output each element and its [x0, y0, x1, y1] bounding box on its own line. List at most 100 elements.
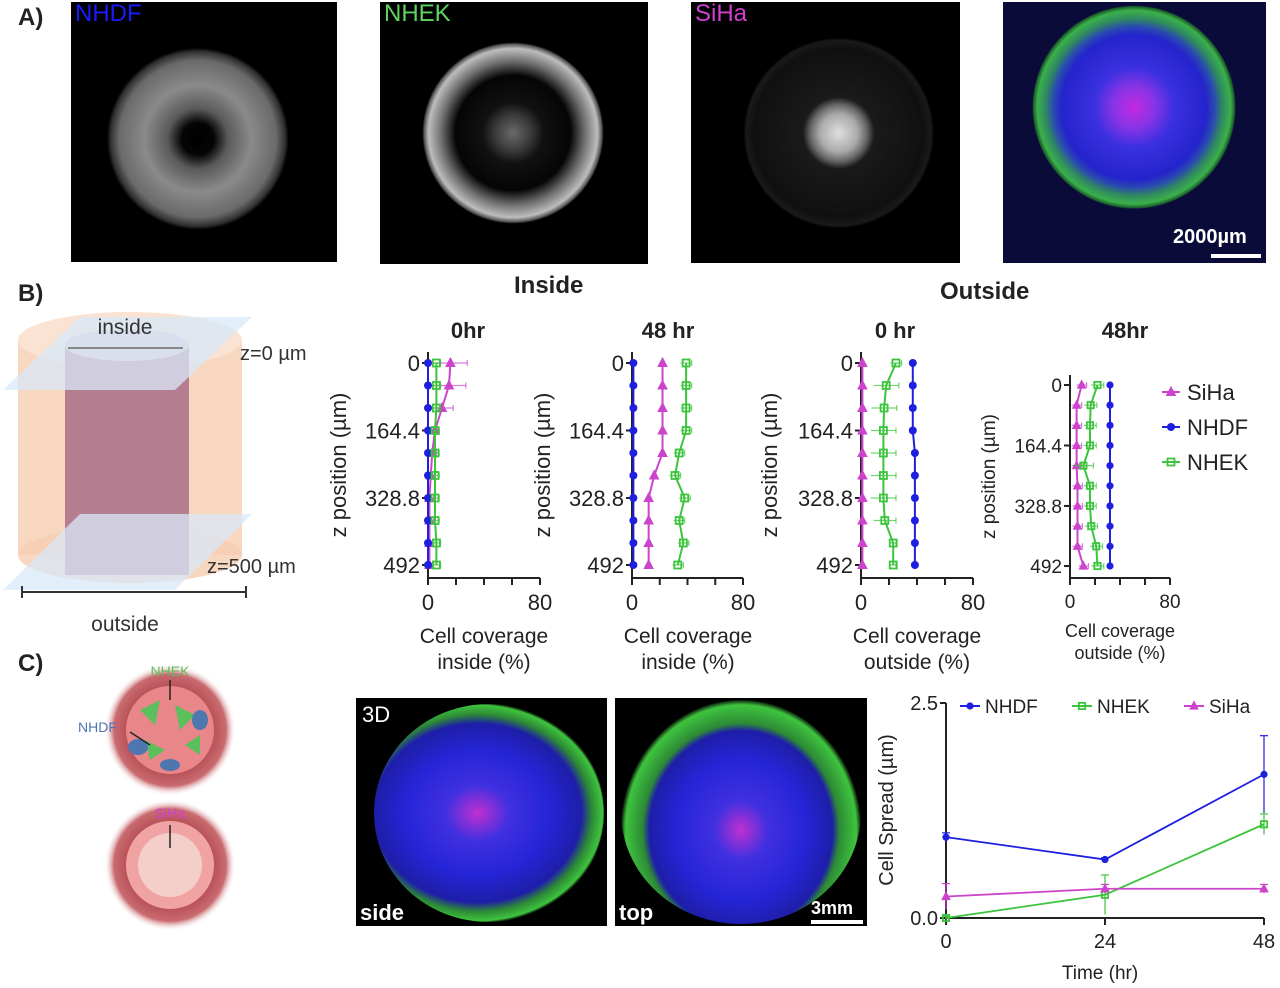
x-tick-label: 0 [422, 590, 434, 615]
legend-label: NHDF [1187, 415, 1248, 440]
nhek-point [1092, 542, 1101, 551]
siha-point [1072, 540, 1083, 550]
siha-label: SiHa [155, 805, 186, 821]
x-tick-label: 80 [1159, 592, 1180, 613]
nhdf-point [966, 702, 974, 710]
nhdf-point [910, 493, 919, 502]
y-tick-label: 492 [1030, 557, 1062, 578]
nhdf-micrograph: NHDF [71, 2, 337, 262]
siha-point [1165, 385, 1177, 396]
series-line [434, 363, 438, 565]
nhdf-point [942, 833, 950, 841]
siha-point [657, 356, 668, 367]
series-nhdf [629, 359, 638, 569]
y-tick-label: 328.8 [569, 486, 624, 511]
siha-micrograph: SiHa [691, 2, 960, 263]
nhek-label: NHEK [151, 663, 191, 679]
channel-label: SiHa [695, 2, 748, 27]
nhek-point [680, 493, 690, 503]
nhek-point [879, 403, 889, 413]
nhek-point [681, 403, 691, 413]
nhdf-point [1260, 770, 1268, 778]
nhek-point [879, 426, 888, 435]
series-nhek [669, 358, 693, 570]
y-tick-label: 164.4 [1014, 436, 1062, 457]
nhdf-point [629, 471, 638, 480]
nhek-point [431, 560, 441, 570]
nhek-point [891, 358, 901, 368]
cervix-schematic: NHEK NHDF SiHa [78, 663, 236, 931]
nhdf-point [1106, 562, 1114, 570]
nhdf-point [1106, 522, 1114, 530]
nhdf-point [424, 516, 432, 525]
siha-point [1071, 399, 1082, 409]
channel-label: NHEK [384, 2, 451, 27]
siha-point [643, 514, 654, 525]
channel-label: NHDF [75, 2, 142, 27]
y-tick-label: 0 [841, 351, 853, 376]
siha-point [1072, 500, 1083, 510]
z-profile-chart-1: 0hr 0 80 0 164.4 328.8 492 z position (µm) [326, 318, 552, 615]
siha-point [443, 379, 455, 390]
bottom-plane [3, 514, 252, 590]
x-axis-title: Time (hr) [1062, 963, 1138, 984]
nhdf-point [910, 471, 919, 480]
view-badge: 3D [362, 702, 391, 727]
x-tick-label: 80 [528, 590, 552, 615]
series-line [428, 362, 452, 565]
nhdf-point [629, 561, 638, 569]
nhdf-point [424, 561, 432, 569]
legend: SiHa NHDF NHEK [1162, 380, 1248, 475]
siha-point [648, 469, 660, 480]
nhdf-point [1106, 502, 1114, 510]
nhdf-point [424, 381, 432, 390]
nhdf-point [1106, 542, 1114, 550]
nhek-point [674, 448, 684, 458]
top-view-image: top 3mm [615, 698, 867, 926]
legend-label: NHEK [1097, 697, 1150, 718]
nhdf-point [908, 426, 917, 435]
nhek-point [670, 471, 680, 480]
nhek-point [431, 403, 441, 413]
siha-point [1078, 560, 1089, 570]
siha-point [643, 491, 654, 502]
y-tick-label: 164.4 [365, 418, 420, 443]
nhek-point [941, 913, 951, 923]
nhek-point [681, 426, 691, 435]
nhek-point [888, 560, 898, 570]
series-siha [424, 356, 468, 569]
scale-bar [811, 920, 863, 924]
nhek-point [431, 538, 441, 548]
siha-point [1071, 460, 1082, 470]
nhdf-point [910, 516, 919, 525]
chart-title: 48 hr [642, 318, 695, 343]
chart-title: 0hr [451, 318, 486, 343]
nhek-point [681, 358, 691, 368]
nhek-point [881, 381, 891, 390]
y-axis-title: z position (µm) [326, 393, 351, 538]
series-line [882, 362, 897, 565]
panel-b-label: B) [18, 280, 44, 307]
y-axis-title: z position (µm) [979, 414, 1000, 539]
top-label: top [619, 900, 654, 925]
y-tick-label: 328.8 [798, 486, 853, 511]
y-tick-label: 2.5 [910, 693, 938, 715]
siha-point [857, 424, 868, 435]
x-tick-label: 0 [626, 590, 638, 615]
x-axis-title: Cell coverage outside (%) [852, 625, 982, 674]
siha-point [857, 558, 868, 569]
siha-point [657, 401, 668, 412]
nhdf-point [629, 359, 638, 367]
nhek-point [1085, 421, 1095, 430]
nhdf-point [629, 448, 638, 457]
series-siha [1071, 379, 1089, 570]
x-tick-label: 80 [731, 590, 755, 615]
nhdf-point [629, 538, 638, 547]
nhek-micrograph: NHEK [380, 2, 648, 264]
nhdf-point [1101, 855, 1109, 864]
series-nhek [941, 813, 1269, 923]
siha-point [857, 379, 868, 390]
legend-label: NHDF [985, 697, 1038, 718]
nhek-point [430, 471, 440, 480]
